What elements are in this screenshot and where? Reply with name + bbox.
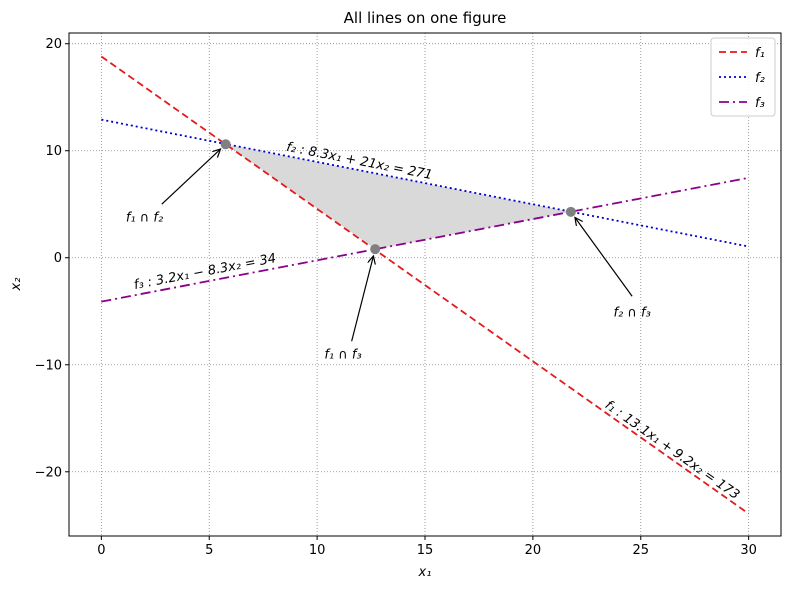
shaded-region-group (225, 144, 571, 250)
legend: f₁ f₂ f₃ (710, 37, 776, 117)
x-tick-label: 5 (205, 543, 213, 558)
y-tick-label: 10 (45, 144, 62, 159)
feasible-region (225, 144, 571, 250)
annotation-arrow (575, 217, 633, 297)
y-tick-label: −10 (35, 358, 62, 373)
x-tick-label: 15 (417, 543, 434, 558)
legend-label: f₃ (755, 96, 765, 111)
annotation-arrow (161, 149, 221, 205)
series-line-f1 (100, 55, 750, 515)
intersection-label: f₁ ∩ f₂ (126, 210, 163, 225)
series-line-f3 (101, 176, 749, 303)
legend-label: f₂ (755, 71, 765, 86)
x-tick-label: 10 (309, 543, 326, 558)
y-tick-label: 0 (54, 251, 62, 266)
x-axis-label: x₁ (418, 565, 432, 580)
intersection-point-3 (565, 206, 576, 217)
x-tick-label: 20 (525, 543, 542, 558)
y-tick-label: −20 (35, 465, 62, 480)
intersection-label: f₂ ∩ f₃ (613, 306, 650, 321)
x-tick-label: 0 (97, 543, 105, 558)
series-lines (100, 55, 750, 515)
intersection-point-2 (370, 244, 381, 255)
intersection-label: f₁ ∩ f₃ (324, 347, 361, 362)
x-tick-label: 25 (632, 543, 649, 558)
chart-title: All lines on one figure (344, 9, 507, 27)
intersection-markers (220, 139, 576, 255)
x-tick-label: 30 (740, 543, 757, 558)
intersection-point-1 (220, 139, 231, 150)
y-axis-label: x₂ (9, 278, 24, 292)
axis-ticks: 0 5 10 15 20 25 30 −20 −10 0 10 20 (35, 37, 757, 558)
y-tick-label: 20 (45, 37, 62, 52)
annotation-arrow (351, 256, 374, 342)
legend-label: f₁ (755, 46, 765, 61)
legend-box (710, 37, 776, 117)
